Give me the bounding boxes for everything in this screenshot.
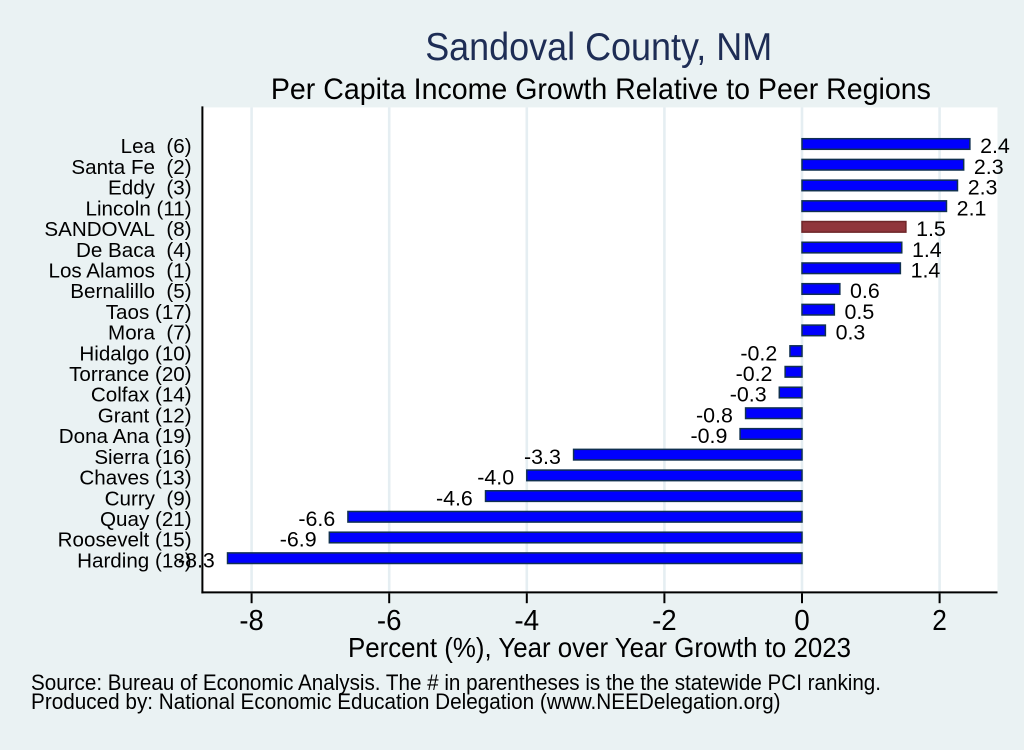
svg-text:Colfax (14): Colfax (14) bbox=[91, 384, 192, 407]
svg-text:Produced by: National Economic: Produced by: National Economic Education… bbox=[31, 689, 781, 714]
svg-text:Grant (12): Grant (12) bbox=[98, 404, 192, 427]
svg-text:Lea (6): Lea (6) bbox=[121, 135, 192, 158]
svg-text:De Baca (4): De Baca (4) bbox=[76, 239, 192, 262]
svg-text:-6.9: -6.9 bbox=[280, 528, 317, 552]
svg-text:0.6: 0.6 bbox=[850, 279, 880, 303]
svg-text:Quay (21): Quay (21) bbox=[100, 508, 192, 531]
svg-text:-2: -2 bbox=[652, 605, 677, 637]
svg-text:Bernalillo (5): Bernalillo (5) bbox=[70, 280, 191, 303]
svg-text:1.5: 1.5 bbox=[916, 217, 946, 241]
svg-text:0.5: 0.5 bbox=[845, 300, 875, 324]
svg-text:2.1: 2.1 bbox=[957, 196, 987, 220]
svg-text:Mora (7): Mora (7) bbox=[108, 322, 192, 345]
svg-text:Taos (17): Taos (17) bbox=[106, 301, 192, 324]
svg-text:1.4: 1.4 bbox=[912, 238, 942, 262]
svg-text:-8.3: -8.3 bbox=[178, 548, 215, 572]
svg-text:Curry (9): Curry (9) bbox=[105, 487, 192, 510]
svg-text:Hidalgo (10): Hidalgo (10) bbox=[79, 342, 191, 365]
svg-text:Chaves (13): Chaves (13) bbox=[79, 467, 191, 490]
svg-text:Roosevelt (15): Roosevelt (15) bbox=[58, 529, 192, 552]
svg-text:-0.2: -0.2 bbox=[740, 341, 777, 365]
svg-text:-3.3: -3.3 bbox=[524, 445, 561, 469]
svg-text:Sierra (16): Sierra (16) bbox=[94, 446, 191, 469]
svg-text:2: 2 bbox=[932, 605, 947, 637]
svg-text:2.3: 2.3 bbox=[968, 176, 998, 200]
svg-text:Harding (18): Harding (18) bbox=[77, 549, 191, 572]
svg-text:2.4: 2.4 bbox=[980, 134, 1010, 158]
svg-text:0: 0 bbox=[794, 605, 810, 637]
svg-text:-4.6: -4.6 bbox=[436, 486, 473, 510]
svg-text:Lincoln (11): Lincoln (11) bbox=[86, 197, 192, 220]
svg-text:Torrance (20): Torrance (20) bbox=[69, 363, 191, 386]
svg-text:-0.2: -0.2 bbox=[736, 362, 773, 386]
svg-text:-6.6: -6.6 bbox=[298, 507, 335, 531]
svg-text:-8: -8 bbox=[239, 605, 263, 637]
svg-text:Per Capita Income Growth Relat: Per Capita Income Growth Relative to Pee… bbox=[271, 74, 931, 106]
svg-text:2.3: 2.3 bbox=[974, 155, 1004, 179]
svg-text:Los Alamos (1): Los Alamos (1) bbox=[49, 259, 192, 282]
svg-text:-4: -4 bbox=[514, 605, 539, 637]
svg-text:Percent (%), Year over Year Gr: Percent (%), Year over Year Growth to 20… bbox=[348, 632, 851, 663]
svg-text:0.3: 0.3 bbox=[836, 321, 866, 345]
svg-text:1.4: 1.4 bbox=[911, 258, 941, 282]
svg-text:Sandoval County, NM: Sandoval County, NM bbox=[425, 26, 772, 69]
svg-text:-0.9: -0.9 bbox=[691, 424, 728, 448]
svg-text:-0.8: -0.8 bbox=[696, 403, 733, 427]
svg-text:Santa Fe (2): Santa Fe (2) bbox=[71, 156, 191, 179]
svg-text:-0.3: -0.3 bbox=[730, 383, 767, 407]
svg-text:Source: Bureau of Economic Ana: Source: Bureau of Economic Analysis. The… bbox=[31, 670, 881, 695]
svg-text:SANDOVAL (8): SANDOVAL (8) bbox=[44, 218, 191, 241]
svg-text:-4.0: -4.0 bbox=[477, 466, 514, 490]
svg-text:Dona Ana (19): Dona Ana (19) bbox=[59, 425, 192, 448]
svg-text:Eddy (3): Eddy (3) bbox=[108, 177, 192, 200]
svg-text:-6: -6 bbox=[377, 605, 402, 637]
